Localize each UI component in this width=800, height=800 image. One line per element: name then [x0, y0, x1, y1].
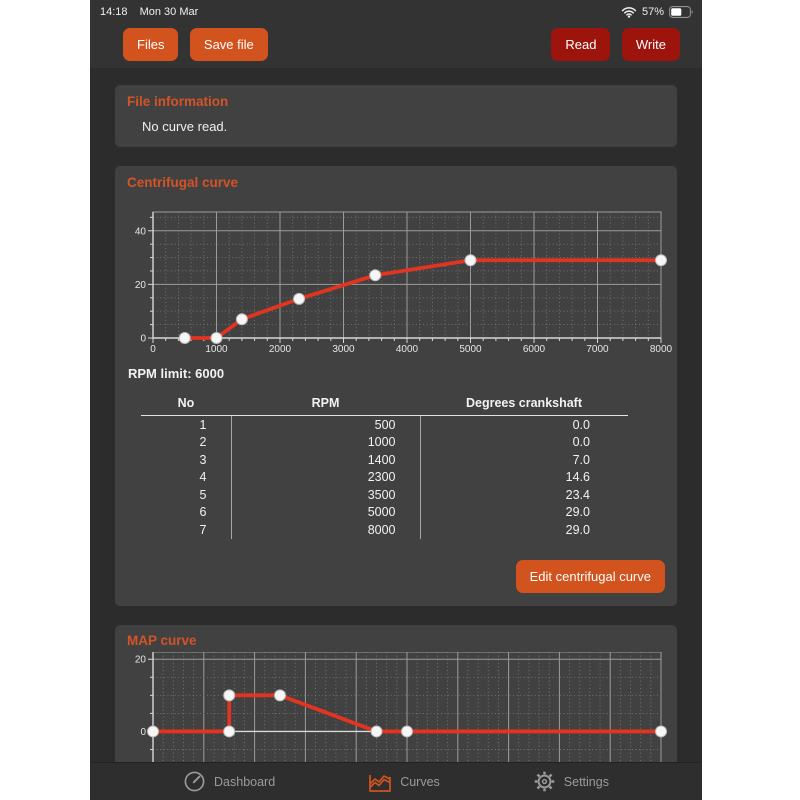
file-information-title: File information: [127, 94, 229, 109]
edit-centrifugal-curve-button[interactable]: Edit centrifugal curve: [515, 559, 665, 593]
cell-degrees: 14.6: [419, 468, 628, 486]
curves-icon: [369, 774, 392, 792]
svg-text:20: 20: [135, 654, 147, 665]
col-header-no: No: [141, 394, 231, 416]
cell-degrees: 23.4: [419, 486, 628, 504]
status-left: 14:18 Mon 30 Mar: [100, 6, 207, 18]
tab-settings[interactable]: Settings: [533, 770, 609, 793]
cell-no: 3: [199, 452, 207, 467]
cell-rpm: 2300: [230, 468, 420, 486]
table-row: 3 1400 7.0: [141, 451, 628, 469]
svg-text:40: 40: [135, 226, 147, 237]
map-curve-title: MAP curve: [127, 632, 197, 648]
status-bar: 14:18 Mon 30 Mar 57%: [90, 0, 702, 21]
tab-bar: Dashboard Curves: [90, 762, 702, 800]
centrifugal-curve-chart: 0 1000 2000 3000 4000 5000 6000 7000 8000 0 20 40: [135, 211, 673, 355]
svg-text:20: 20: [135, 280, 147, 291]
svg-text:0: 0: [150, 344, 156, 355]
cell-degrees: 29.0: [419, 521, 628, 539]
gear-icon: [534, 771, 555, 792]
file-information-card: File information No curve read.: [115, 85, 677, 147]
svg-text:6000: 6000: [523, 344, 546, 355]
read-button[interactable]: Read: [551, 28, 611, 61]
svg-text:7000: 7000: [586, 344, 609, 355]
tab-dashboard[interactable]: Dashboard: [183, 770, 275, 793]
svg-text:2000: 2000: [269, 344, 292, 355]
map-curve-chart: 0 20: [135, 651, 667, 782]
cell-no: 5: [199, 487, 207, 502]
cell-no: 6: [199, 505, 207, 519]
table-row: 5 3500 23.4: [141, 486, 628, 504]
col-header-degrees: Degrees crankshaft: [420, 394, 628, 416]
status-right: 57%: [621, 6, 694, 18]
tab-label-curves: Curves: [400, 774, 440, 789]
centrifugal-curve-card: Centrifugal curve 0 1000 2000 3000 4000 5000 6…: [115, 166, 677, 606]
table-row: 2 1000 0.0: [141, 433, 628, 451]
files-button[interactable]: Files: [123, 28, 179, 61]
table-row: 6 5000 29.0: [141, 503, 628, 521]
battery-percent: 57%: [641, 6, 664, 18]
cell-rpm: 1000: [230, 433, 420, 451]
app-window: 14:18 Mon 30 Mar 57% Fil: [90, 0, 702, 800]
table-row: 1 500 0.0: [141, 415, 628, 434]
edit-button-row: Edit centrifugal curve: [127, 559, 665, 593]
cell-rpm: 3500: [230, 486, 420, 504]
centrifugal-table-body: 1 500 0.0 2 1000 0.0 3 1400 7.0 4 2300 14.6 5 3500 23.…: [141, 415, 628, 539]
svg-text:3000: 3000: [332, 344, 355, 355]
gauge-icon: [184, 771, 205, 792]
cell-rpm: 8000: [230, 521, 420, 539]
table-row: 4 2300 14.6: [141, 468, 628, 486]
cell-degrees: 29.0: [419, 503, 628, 521]
cell-degrees: 7.0: [419, 451, 628, 469]
main-content: File information No curve read. Centrifu…: [90, 68, 702, 782]
cell-rpm: 1400: [230, 451, 420, 469]
centrifugal-curve-table: No RPM Degrees crankshaft 1 500 0.0 2 1000 0.…: [141, 394, 628, 539]
cell-rpm: 500: [230, 415, 420, 434]
svg-text:4000: 4000: [396, 344, 419, 355]
cell-no: 1: [199, 417, 207, 432]
tab-curves[interactable]: Curves: [368, 770, 440, 794]
cell-rpm: 5000: [230, 503, 420, 521]
file-information-message: No curve read.: [142, 119, 228, 134]
cell-no: 4: [199, 470, 207, 484]
svg-text:0: 0: [140, 726, 146, 737]
status-time: 14:18: [100, 6, 128, 18]
table-header-row: No RPM Degrees crankshaft: [141, 394, 628, 416]
toolbar-right: Read Write: [544, 28, 680, 61]
cell-degrees: 0.0: [419, 433, 628, 451]
tab-label-settings: Settings: [563, 774, 609, 789]
map-curve-card: MAP curve 0 20: [115, 624, 677, 782]
cell-no: 7: [199, 522, 207, 537]
write-button[interactable]: Write: [621, 28, 680, 61]
svg-text:1000: 1000: [205, 344, 228, 355]
cell-no: 2: [199, 435, 207, 449]
tab-label-dashboard: Dashboard: [214, 774, 276, 789]
svg-text:0: 0: [140, 334, 146, 345]
svg-text:8000: 8000: [650, 344, 673, 355]
svg-text:5000: 5000: [459, 344, 482, 355]
table-row: 7 8000 29.0: [141, 521, 628, 539]
battery-icon: [669, 6, 693, 18]
status-date: Mon 30 Mar: [139, 6, 199, 18]
centrifugal-curve-title: Centrifugal curve: [127, 175, 239, 190]
col-header-rpm: RPM: [231, 394, 420, 416]
cell-degrees: 0.0: [419, 415, 628, 434]
toolbar: Files Save file Read Write: [90, 21, 702, 68]
toolbar-left: Files Save file: [123, 28, 275, 61]
rpm-limit-label: RPM limit: 6000: [128, 366, 225, 381]
wifi-icon: [621, 7, 637, 18]
save-file-button[interactable]: Save file: [189, 28, 268, 61]
